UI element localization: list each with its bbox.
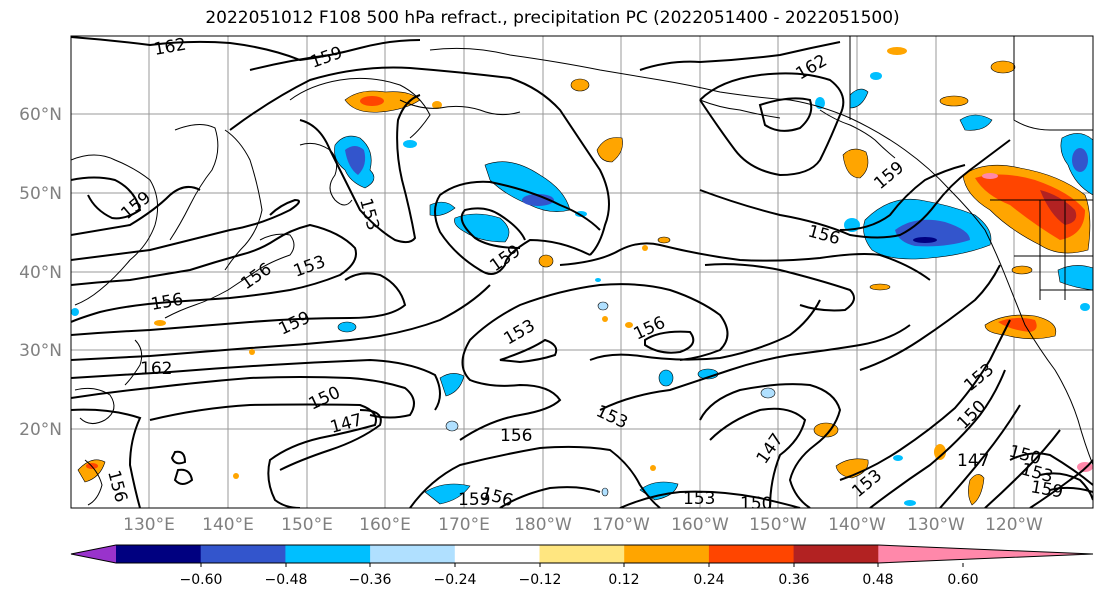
colorbar-tick-label: 0.12 bbox=[608, 572, 639, 588]
colorbar-segment bbox=[539, 545, 625, 563]
longitude-labels: 130°E 140°E 150°E 160°E 170°E 180°W 170°… bbox=[123, 515, 1043, 535]
colorbar-extend-left bbox=[71, 545, 116, 563]
lon-label: 170°W bbox=[592, 515, 650, 535]
colorbar-segment bbox=[708, 545, 795, 563]
colorbar-segment bbox=[624, 545, 710, 563]
colorbar-tick-label: 0.24 bbox=[693, 572, 724, 588]
colorbar-tick-label: −0.24 bbox=[434, 572, 477, 588]
coastlines bbox=[71, 36, 1093, 506]
lon-label: 140°W bbox=[828, 515, 886, 535]
colorbar-extend-right bbox=[878, 545, 1093, 563]
contour-label: 153 bbox=[683, 489, 715, 509]
colorbar-tick-label: −0.12 bbox=[519, 572, 562, 588]
gridlines bbox=[71, 36, 1093, 508]
lon-label: 180°W bbox=[514, 515, 572, 535]
map-title: 2022051012 F108 500 hPa refract., precip… bbox=[205, 8, 900, 28]
lat-label: 60°N bbox=[19, 105, 62, 125]
contour-label: 159 bbox=[458, 490, 490, 510]
lat-label: 50°N bbox=[19, 184, 62, 204]
colorbar-tick-label: 0.60 bbox=[947, 572, 978, 588]
contour-label: 150 bbox=[740, 494, 772, 514]
contour-label: 147 bbox=[957, 451, 989, 471]
lon-label: 150°E bbox=[281, 515, 333, 535]
colorbar-segment bbox=[370, 545, 456, 563]
colorbar-segment bbox=[454, 545, 540, 563]
colorbar bbox=[70, 544, 1094, 567]
lon-label: 160°E bbox=[359, 515, 411, 535]
colorbar-segment bbox=[285, 545, 371, 563]
colorbar-segment bbox=[116, 545, 202, 563]
latitude-labels: 60°N 50°N 40°N 30°N 20°N bbox=[19, 105, 62, 440]
colorbar-segment bbox=[200, 545, 286, 563]
contour-label: 162 bbox=[152, 35, 187, 60]
lon-label: 120°W bbox=[985, 515, 1043, 535]
refractivity-contours bbox=[71, 36, 1093, 508]
lat-label: 40°N bbox=[19, 263, 62, 283]
precip-shading bbox=[71, 47, 1093, 506]
lon-label: 130°W bbox=[907, 515, 965, 535]
contour-label: 156 bbox=[500, 426, 532, 446]
contour-label: 162 bbox=[140, 359, 172, 379]
colorbar-outline bbox=[70, 544, 1094, 564]
colorbar-tick-label: 0.48 bbox=[862, 572, 893, 588]
map-frame bbox=[70, 35, 1094, 509]
colorbar-tick-label: −0.36 bbox=[349, 572, 392, 588]
lon-label: 150°W bbox=[749, 515, 807, 535]
colorbar-segment bbox=[793, 545, 879, 563]
colorbar-tick-labels: −0.60 −0.48 −0.36 −0.24 −0.12 0.12 0.24 … bbox=[180, 572, 979, 588]
lat-label: 30°N bbox=[19, 341, 62, 361]
colorbar-tick-label: 0.36 bbox=[778, 572, 809, 588]
lat-label: 20°N bbox=[19, 420, 62, 440]
lon-label: 170°E bbox=[438, 515, 490, 535]
colorbar-tick-label: −0.48 bbox=[265, 572, 308, 588]
lon-label: 130°E bbox=[123, 515, 175, 535]
lon-label: 140°E bbox=[202, 515, 254, 535]
colorbar-tick-label: −0.60 bbox=[180, 572, 223, 588]
lon-label: 160°W bbox=[671, 515, 729, 535]
